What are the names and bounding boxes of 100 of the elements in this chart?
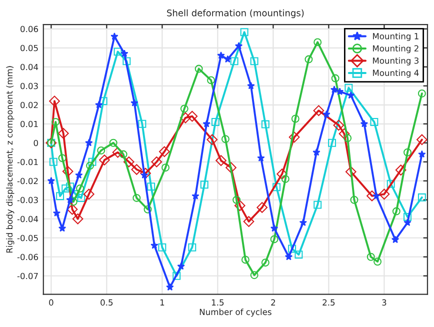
point: [322, 110, 330, 118]
point: [151, 156, 162, 168]
y-tick-label: 0.02: [20, 102, 38, 108]
x-tick-label: 2: [271, 299, 276, 306]
point: [240, 28, 248, 36]
point: [85, 138, 93, 146]
point: [261, 120, 270, 128]
point: [99, 154, 110, 166]
point: [86, 162, 94, 170]
point: [158, 243, 166, 252]
point: [66, 204, 78, 215]
y-tick-label: -0.01: [17, 158, 38, 166]
point: [186, 110, 198, 122]
point: [114, 48, 122, 56]
point: [344, 84, 353, 92]
point: [202, 120, 210, 128]
y-tick-label: -0.03: [17, 196, 38, 204]
point: [158, 146, 170, 158]
y-tick-label: -0.07: [17, 272, 38, 280]
y-tick-label: 0.01: [20, 120, 38, 128]
point: [234, 200, 246, 212]
point: [172, 272, 181, 280]
point: [256, 202, 268, 213]
point: [224, 55, 232, 63]
point: [313, 105, 324, 116]
legend-label: Mounting 2: [373, 45, 418, 54]
y-tick-label: -0.05: [17, 234, 38, 242]
point: [418, 150, 426, 158]
point: [216, 155, 226, 166]
point: [180, 112, 191, 124]
point: [221, 135, 230, 144]
point: [270, 235, 278, 244]
point: [250, 57, 258, 66]
x-axis-title: Number of cycles: [200, 308, 272, 317]
point: [122, 57, 131, 66]
point: [120, 50, 128, 57]
point: [391, 236, 400, 244]
point: [83, 188, 94, 200]
point: [344, 134, 352, 142]
point: [147, 182, 156, 191]
point: [395, 164, 406, 176]
point: [166, 283, 174, 291]
point: [247, 82, 255, 90]
point: [66, 196, 74, 204]
point: [177, 262, 185, 270]
point: [241, 256, 250, 264]
point: [123, 156, 134, 168]
point: [333, 120, 344, 131]
point: [72, 213, 84, 224]
point: [226, 162, 236, 174]
point: [314, 200, 322, 209]
x-tick-label: 0.5: [100, 299, 113, 306]
point: [95, 100, 103, 108]
point: [144, 205, 152, 214]
point: [76, 184, 84, 192]
point: [62, 166, 74, 177]
point: [211, 118, 220, 126]
point: [52, 209, 61, 217]
x-tick-label: 1: [160, 299, 164, 306]
point: [69, 198, 78, 206]
point: [58, 128, 69, 139]
point: [350, 196, 358, 204]
point: [257, 154, 265, 162]
point: [52, 118, 60, 126]
point: [234, 42, 243, 50]
y-tick-label: 0.06: [20, 26, 38, 32]
point: [418, 193, 426, 202]
point: [304, 55, 313, 64]
point: [112, 146, 124, 158]
point: [131, 164, 142, 175]
point: [56, 192, 64, 200]
point: [194, 64, 203, 73]
point: [109, 138, 118, 147]
point: [243, 216, 254, 227]
point: [58, 154, 66, 162]
point: [75, 171, 83, 179]
point: [404, 212, 412, 221]
point: [418, 89, 426, 98]
point: [77, 194, 86, 202]
point: [62, 184, 70, 192]
x-tick-label: 3: [382, 299, 386, 306]
point: [276, 168, 288, 180]
point: [88, 158, 96, 166]
point: [206, 134, 218, 146]
point: [140, 168, 151, 179]
point: [119, 150, 128, 158]
x-tick-label: 0: [49, 299, 54, 306]
point: [366, 252, 375, 261]
point: [132, 194, 141, 202]
point: [294, 250, 303, 259]
point: [270, 224, 278, 232]
y-tick-label: -0.06: [17, 254, 38, 260]
point: [49, 158, 58, 166]
point: [250, 271, 258, 280]
point: [416, 134, 428, 146]
point: [288, 244, 296, 253]
legend-label: Mounting 3: [373, 57, 418, 66]
point: [272, 183, 281, 192]
point: [162, 164, 170, 172]
point: [312, 148, 320, 156]
